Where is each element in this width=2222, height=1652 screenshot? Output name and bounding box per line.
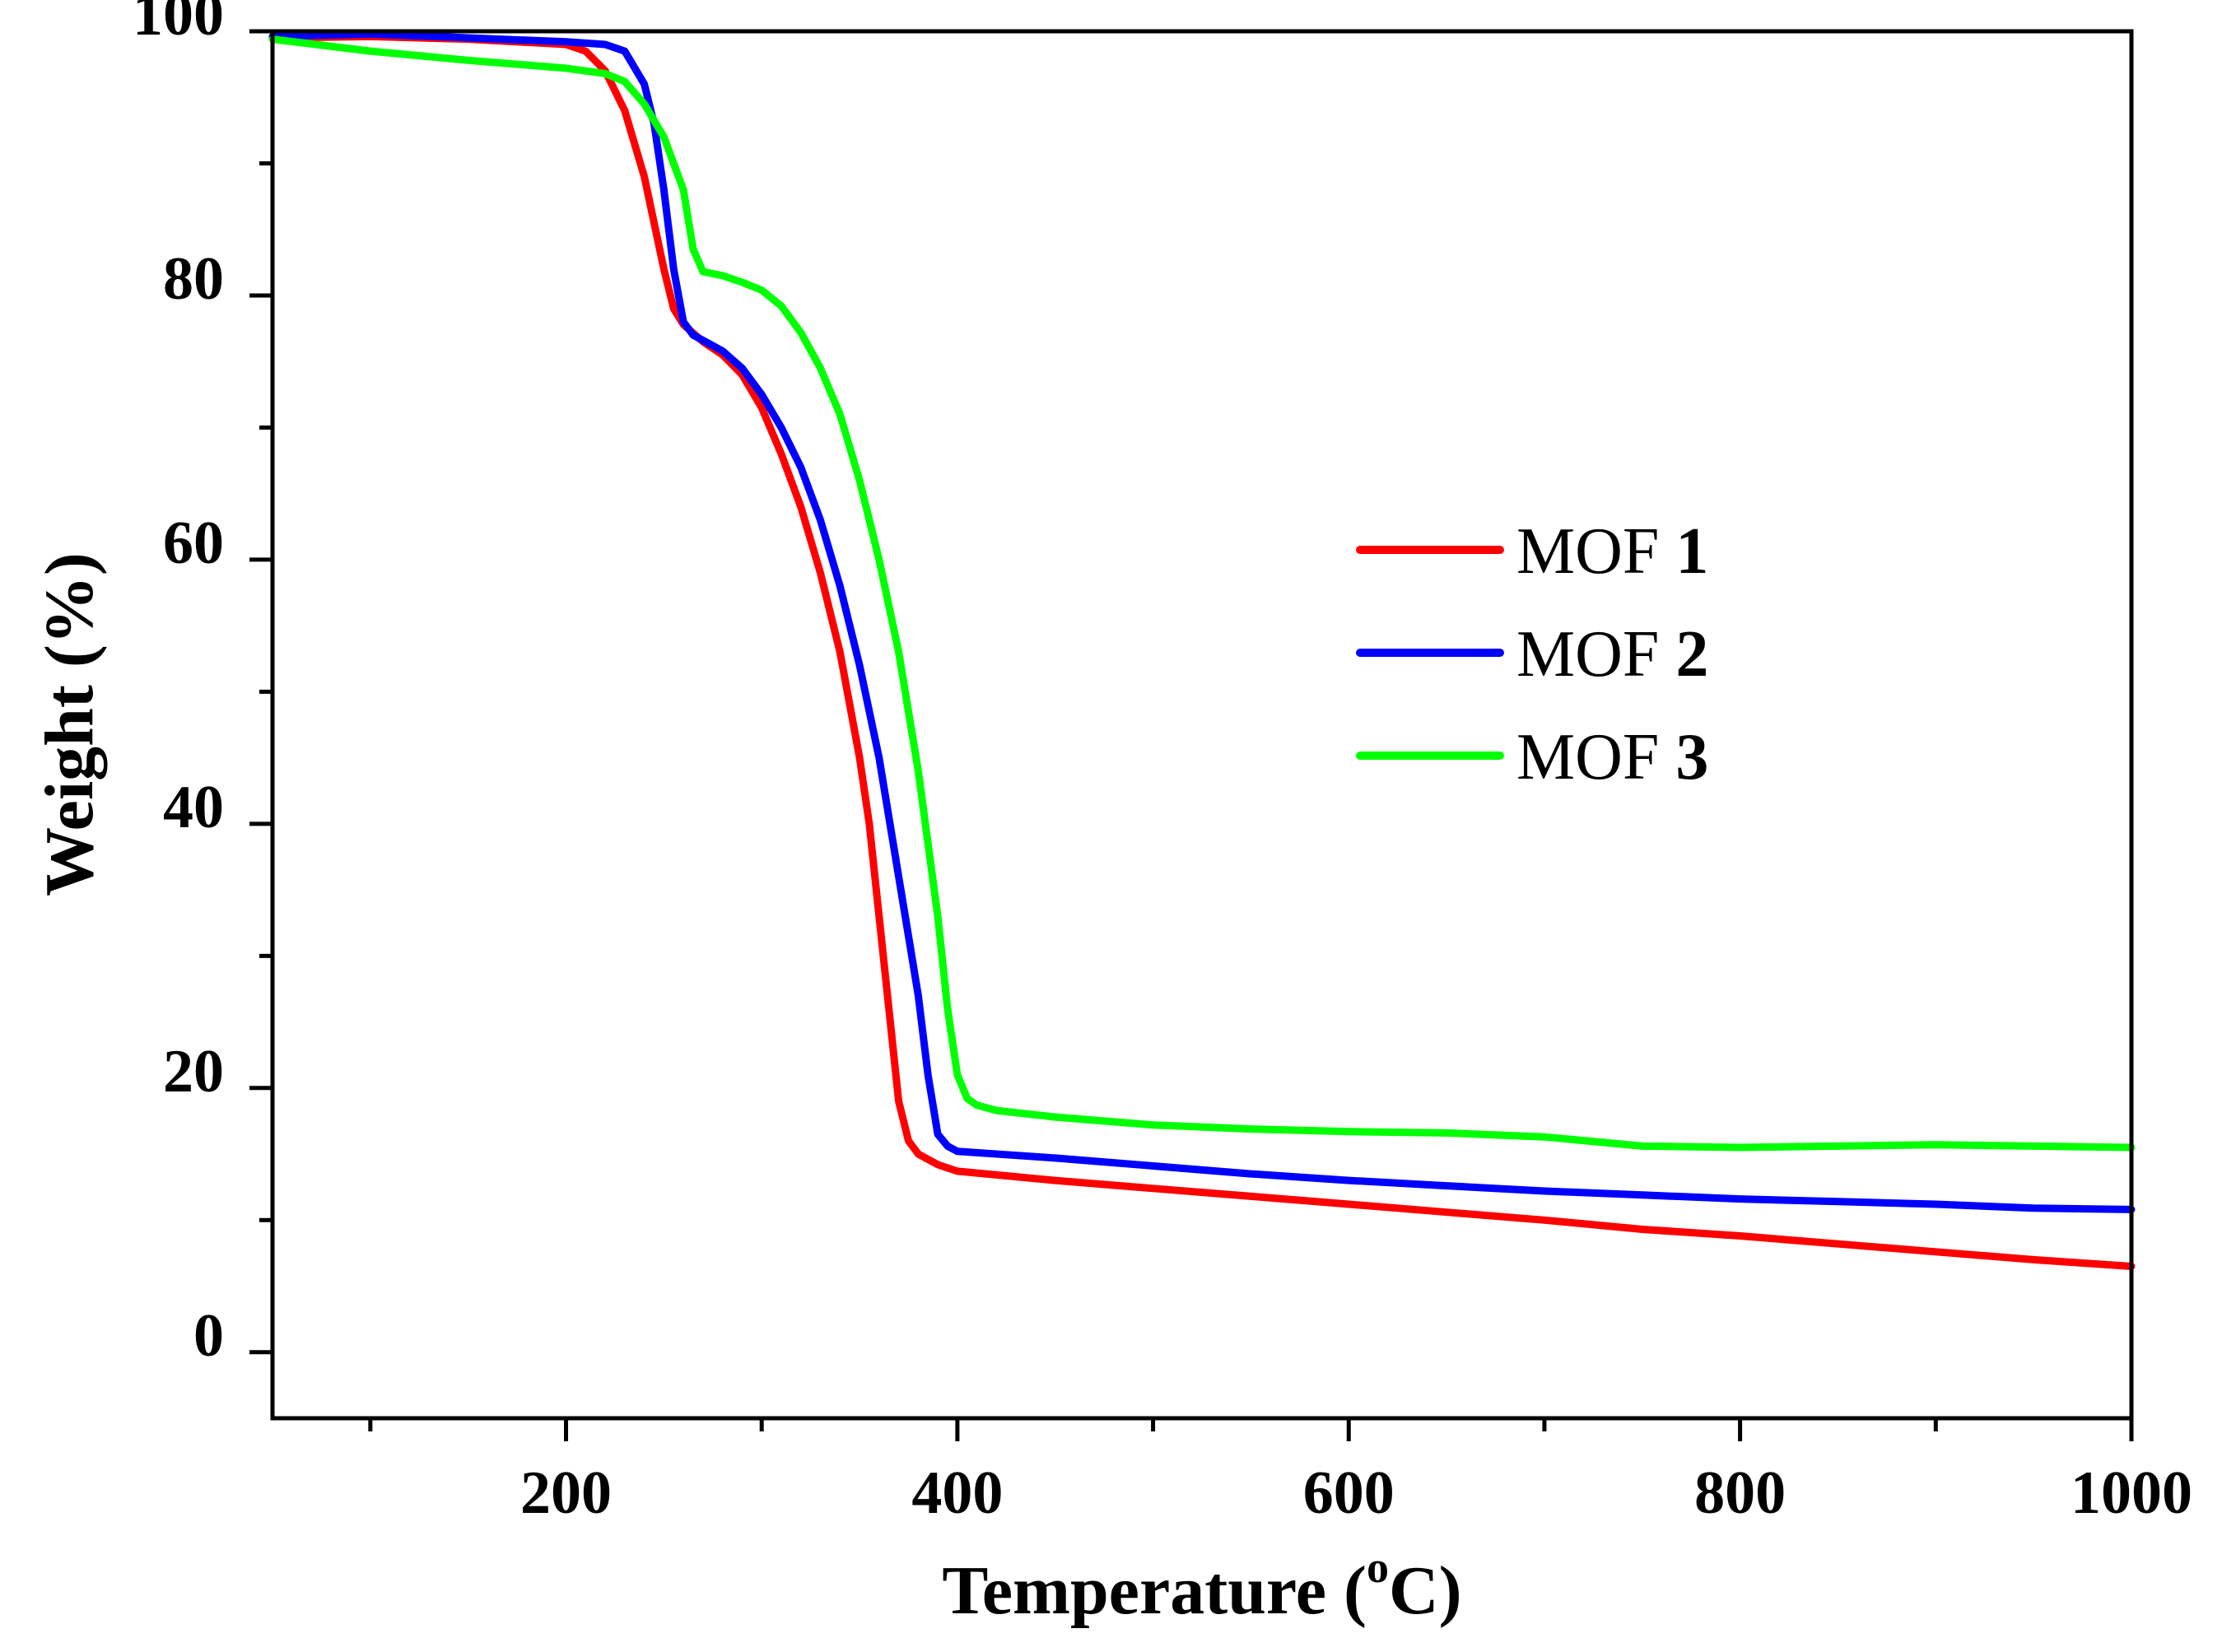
x-tick-label-200: 200 [520,1459,612,1527]
x-axis-title: Temperature (oC) [942,1543,1461,1629]
legend-label-name: MOF [1516,618,1675,691]
series-line-mof-2 [268,30,2136,1213]
series-line-mof-3 [268,35,2136,1152]
y-tick-label-20: 20 [163,1038,224,1105]
x-tick-label-400: 400 [911,1459,1003,1527]
series-layer [268,30,2136,1270]
legend-label-mof-3: MOF 3 [1516,721,1708,793]
x-axis: 200 400 600 800 1000 [368,1418,2192,1527]
series-line-mof-1 [268,32,2136,1270]
legend-label-mof-1: MOF 1 [1516,515,1708,588]
y-tick-label-80: 80 [163,245,224,313]
x-axis-title-unit: C) [1389,1552,1462,1629]
y-tick-label-100: 100 [133,0,224,49]
y-tick-label-60: 60 [163,510,224,577]
y-axis: 0 20 40 60 80 100 [133,0,273,1370]
x-tick-label-1000: 1000 [2071,1459,2192,1527]
legend-label-number: 2 [1675,618,1708,691]
legend-label-mof-2: MOF 2 [1516,618,1708,691]
legend-label-number: 3 [1675,721,1708,793]
y-axis-title: Weight (%) [31,552,108,896]
legend-label-name: MOF [1516,721,1675,793]
legend-label-number: 1 [1675,515,1708,588]
plot-frame [270,29,2134,1421]
x-axis-title-superscript: o [1367,1543,1389,1592]
y-tick-label-0: 0 [193,1302,224,1370]
y-tick-label-40: 40 [163,774,224,841]
x-tick-label-800: 800 [1694,1459,1786,1527]
x-tick-label-600: 600 [1303,1459,1395,1527]
legend-label-name: MOF [1516,515,1675,588]
x-axis-title-main: Temperature ( [942,1552,1367,1629]
